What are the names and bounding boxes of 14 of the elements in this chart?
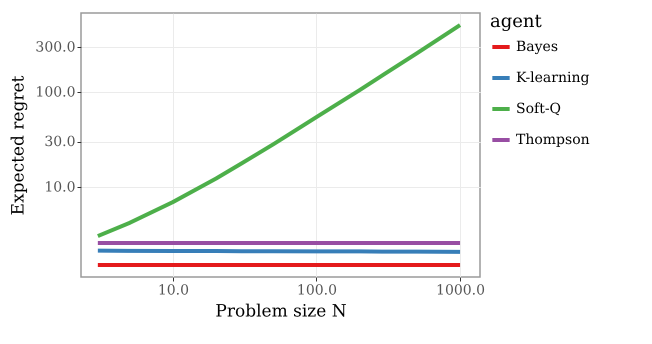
y-tick-label: 30.0 [44,134,76,150]
y-tick-label: 10.0 [44,180,76,196]
x-tick-label: 10.0 [158,282,189,298]
legend-label: Bayes [516,39,558,55]
legend-label: Soft-Q [516,101,562,117]
legend-label: K-learning [516,70,590,86]
legend-label: Thompson [516,132,590,148]
y-tick-label: 100.0 [35,84,76,101]
x-tick-label: 100.0 [296,282,338,298]
y-axis-title: Expected regret [8,75,28,216]
legend-title: agent [490,11,542,32]
x-axis-title: Problem size N [215,302,347,322]
y-tick-label: 300.0 [35,39,76,56]
x-tick-label: 1000.0 [436,282,486,298]
